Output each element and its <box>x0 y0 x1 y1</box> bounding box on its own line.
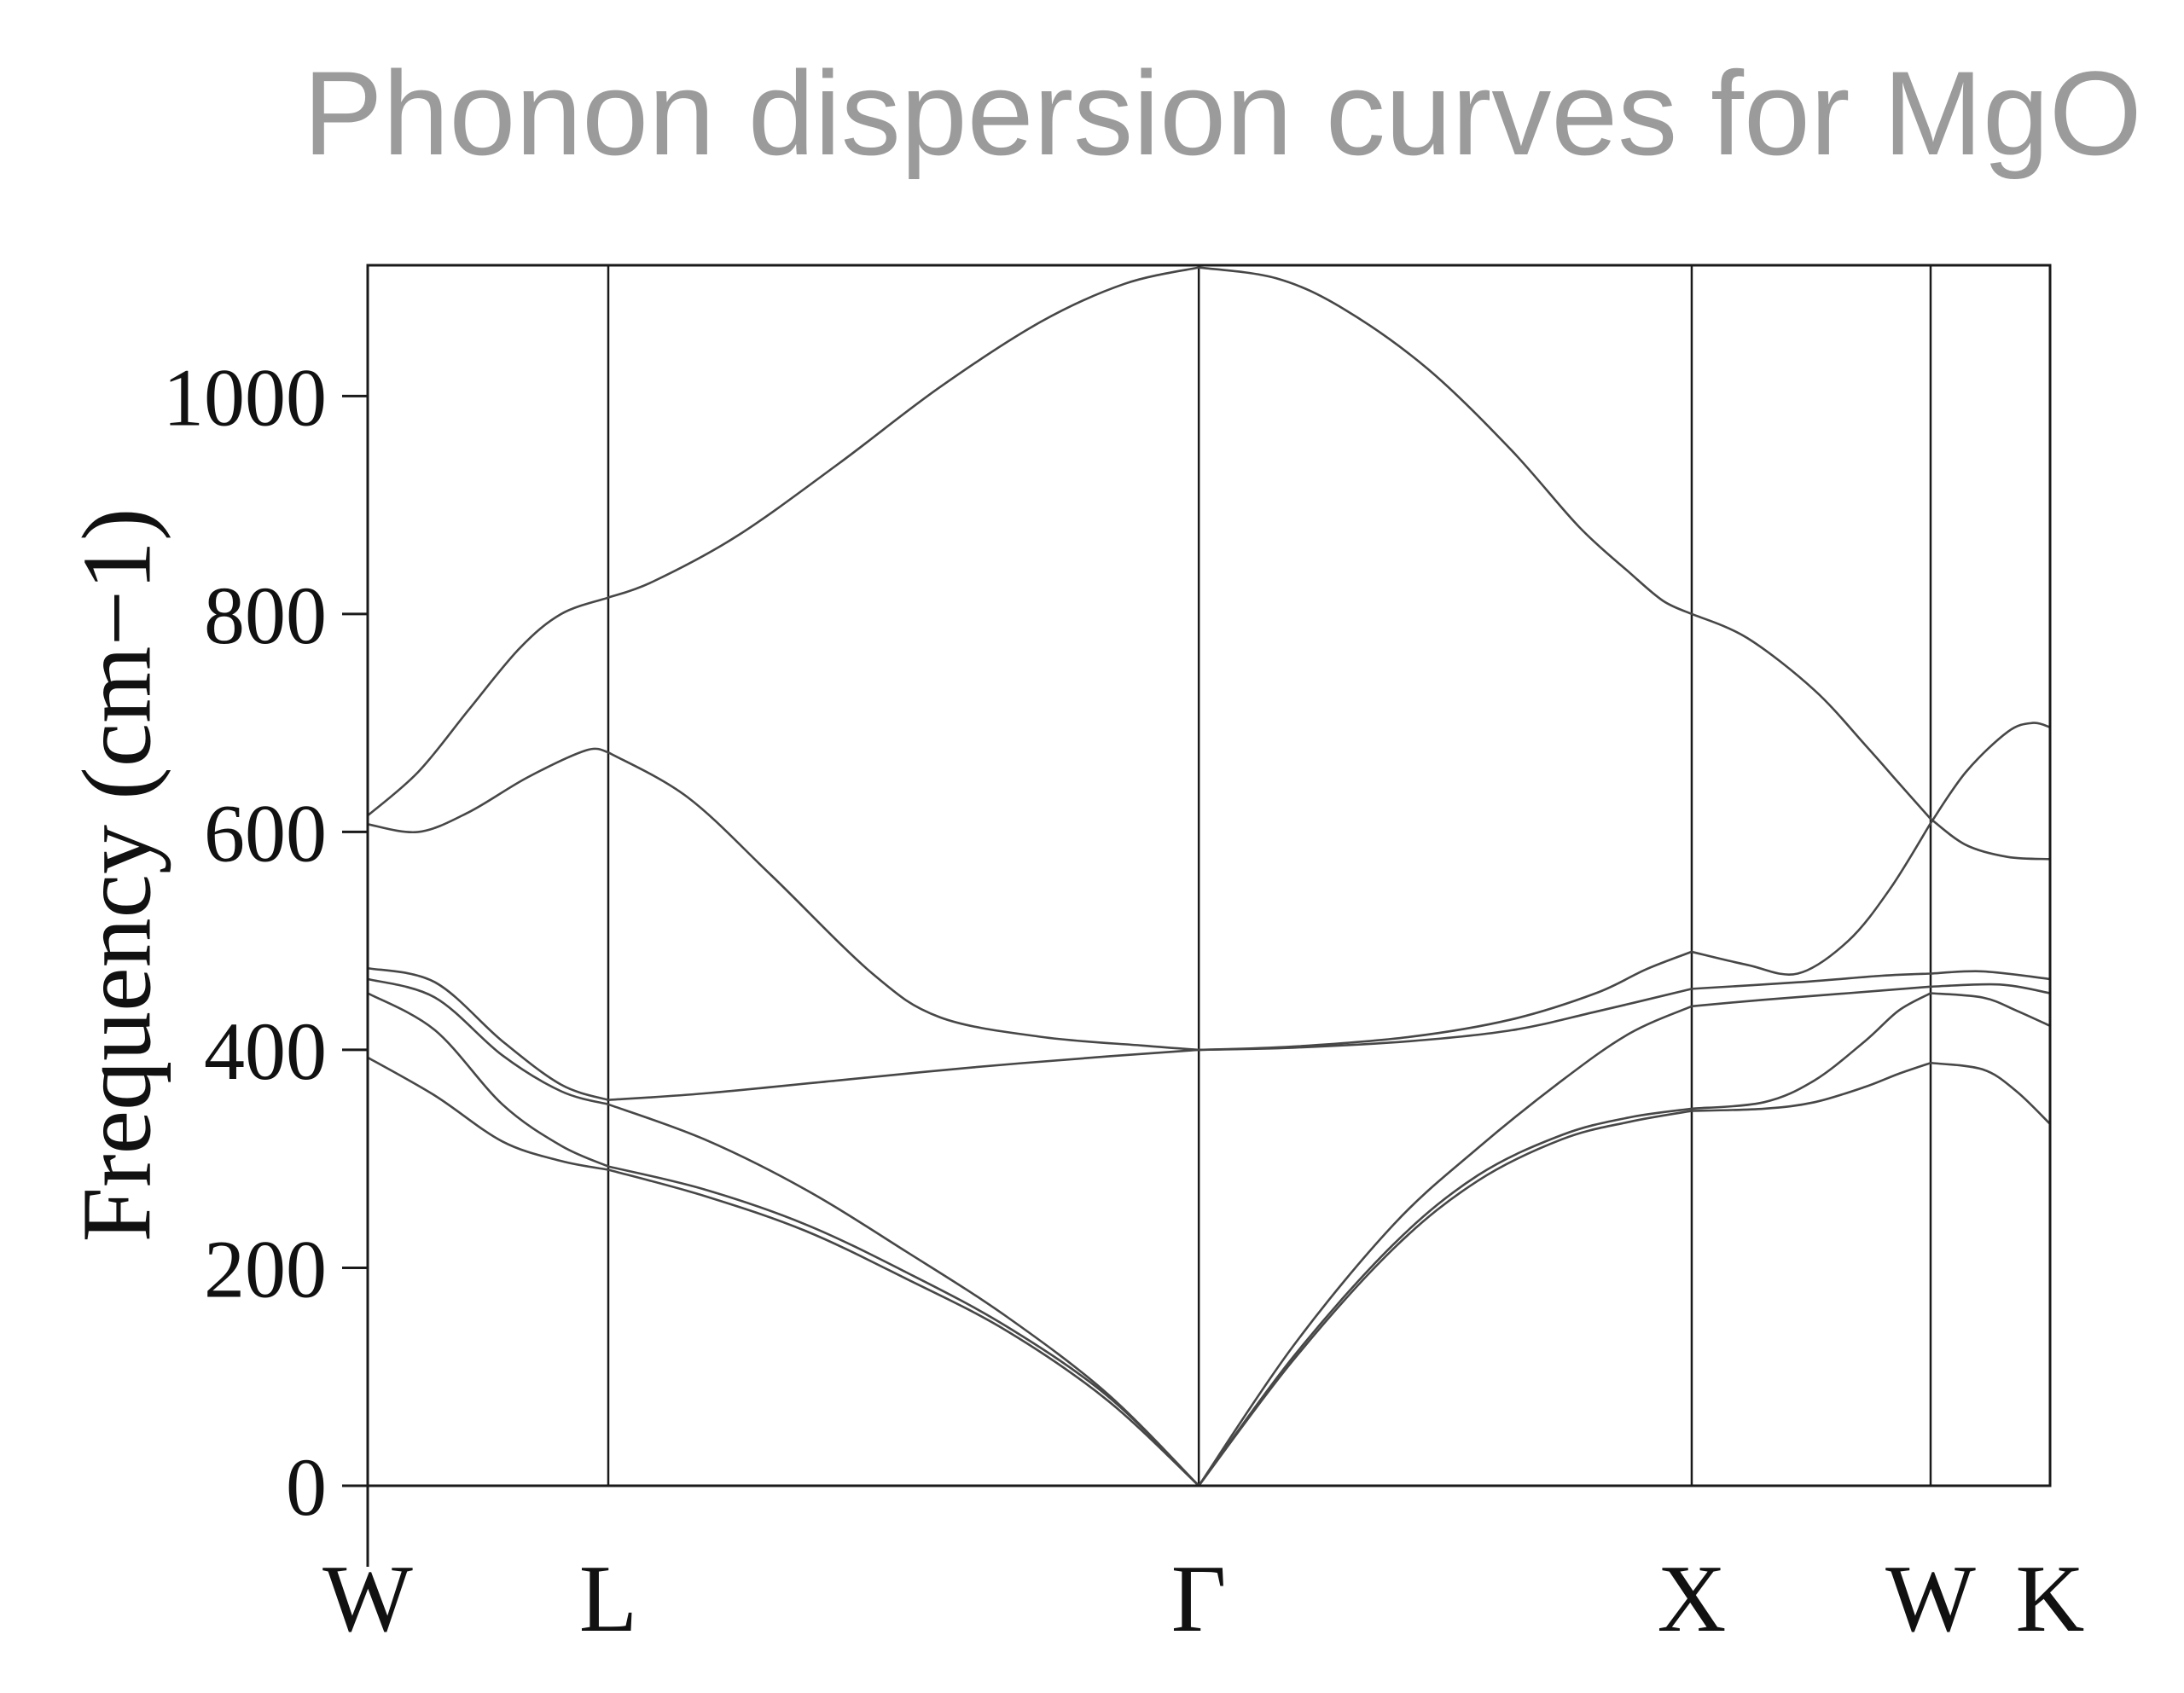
y-tick-label: 1000 <box>163 351 327 443</box>
phonon-branch-acoustic-branch-3 <box>367 977 2051 1487</box>
y-tick-label: 400 <box>204 1006 327 1097</box>
phonon-branch-acoustic-branch-2 <box>367 992 2051 1487</box>
phonon-branch-optical-branch-2 <box>367 722 2051 1052</box>
x-tick-label-5: K <box>2016 1546 2085 1652</box>
plot-frame <box>366 264 2052 1487</box>
phonon-branch-optical-branch-3-LO <box>367 266 2051 861</box>
x-tick-label-3: X <box>1658 1546 1727 1652</box>
phonon-branch-acoustic-branch-1 <box>367 1056 2051 1487</box>
x-tick-label-0: W <box>322 1546 413 1652</box>
x-tick-label-1: L <box>579 1546 637 1652</box>
y-axis-label: Frequency (cm−1) <box>62 507 172 1243</box>
y-tick-label: 0 <box>286 1441 327 1533</box>
x-tick-label-2: Γ <box>1171 1546 1227 1652</box>
chart-title: Phonon dispersion curves for MgO <box>303 46 2142 180</box>
y-tick-label: 200 <box>204 1223 327 1314</box>
y-tick-label: 600 <box>204 787 327 878</box>
x-tick-label-4: W <box>1885 1546 1976 1652</box>
phonon-branch-optical-branch-1 <box>367 966 2051 1101</box>
y-tick-label: 800 <box>204 570 327 661</box>
